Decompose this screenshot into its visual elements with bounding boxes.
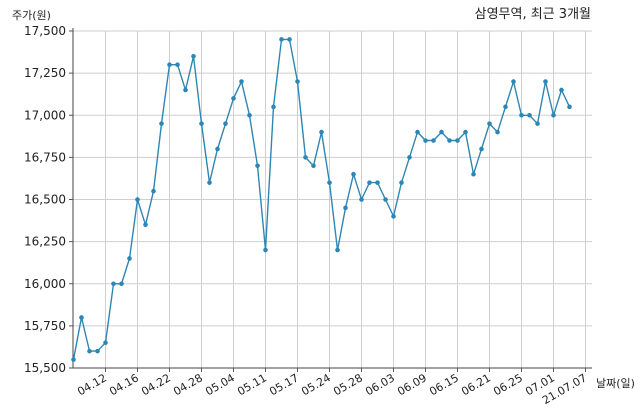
data-point — [407, 155, 412, 160]
data-point — [391, 214, 396, 219]
data-point — [111, 281, 116, 287]
data-point — [551, 112, 556, 118]
y-tick-label: 17,500 — [24, 24, 66, 38]
data-point — [175, 62, 180, 67]
data-point — [319, 129, 324, 135]
x-tick-label: 05.17 — [267, 371, 301, 398]
data-point — [135, 197, 140, 202]
data-point — [127, 256, 132, 261]
data-point — [543, 79, 548, 84]
data-point — [351, 171, 356, 177]
data-point — [479, 146, 484, 152]
data-point — [567, 104, 572, 110]
data-point — [431, 138, 436, 143]
x-tick-label: 05.24 — [299, 371, 333, 398]
y-tick-label: 16,000 — [24, 277, 66, 291]
data-point — [231, 96, 236, 101]
data-point — [495, 129, 500, 135]
x-tick-label: 05.11 — [235, 371, 269, 398]
data-point — [247, 112, 252, 118]
data-point — [167, 62, 172, 67]
data-point — [423, 138, 428, 143]
data-point — [463, 129, 468, 135]
x-tick-label: 06.25 — [491, 371, 525, 398]
data-point — [415, 129, 420, 135]
x-tick-label: 05.28 — [331, 371, 365, 398]
data-point — [295, 79, 300, 84]
x-tick-label: 06.21 — [459, 371, 493, 398]
data-point — [119, 281, 124, 287]
data-point — [287, 37, 292, 42]
x-axis-ticks: 04.1204.1604.2204.2805.0405.1105.1705.24… — [75, 368, 589, 407]
x-tick-label: 06.09 — [395, 371, 429, 398]
data-point — [223, 121, 228, 126]
data-point — [535, 121, 540, 126]
x-tick-label: 04.12 — [75, 371, 109, 398]
data-point — [303, 155, 308, 160]
data-point — [103, 340, 108, 346]
data-point — [87, 348, 92, 354]
x-tick-label: 04.28 — [171, 371, 205, 398]
chart-title: 삼영무역, 최근 3개월 — [475, 7, 591, 22]
data-point — [263, 247, 268, 253]
data-point — [367, 180, 372, 185]
y-tick-label: 15,750 — [24, 319, 66, 333]
data-point — [327, 180, 332, 185]
data-point — [439, 129, 444, 135]
y-tick-label: 15,500 — [24, 361, 66, 375]
series-group — [71, 37, 572, 362]
data-point — [519, 112, 524, 118]
data-point — [383, 197, 388, 202]
data-point — [471, 171, 476, 177]
x-tick-label: 05.04 — [203, 371, 237, 398]
data-point — [183, 87, 188, 93]
data-point — [271, 104, 276, 110]
data-point — [255, 163, 260, 169]
data-point — [79, 315, 84, 320]
data-point — [511, 79, 516, 84]
data-point — [527, 112, 532, 118]
x-axis-label: 날짜(일) — [596, 376, 635, 390]
data-point — [487, 121, 492, 126]
y-tick-label: 17,250 — [24, 66, 66, 80]
y-axis-label: 주가(원) — [12, 9, 51, 22]
data-point — [207, 180, 212, 185]
data-point — [95, 348, 100, 354]
x-tick-label: 06.03 — [363, 371, 397, 398]
data-point — [239, 79, 244, 84]
data-point — [151, 188, 156, 194]
y-tick-label: 16,750 — [24, 150, 66, 164]
axes — [72, 28, 592, 369]
data-point — [311, 163, 316, 169]
data-point — [399, 180, 404, 185]
data-point — [343, 205, 348, 211]
y-tick-label: 16,500 — [24, 193, 66, 207]
data-point — [359, 197, 364, 202]
data-point — [199, 121, 204, 126]
data-point — [559, 87, 564, 93]
x-tick-label: 04.22 — [139, 371, 173, 398]
data-point — [335, 247, 340, 253]
y-tick-label: 17,000 — [24, 108, 66, 122]
data-point — [215, 146, 220, 152]
data-point — [71, 357, 76, 362]
data-point — [143, 222, 148, 228]
x-tick-label: 04.16 — [107, 371, 141, 398]
data-point — [455, 138, 460, 143]
data-point — [375, 180, 380, 185]
data-point — [279, 37, 284, 42]
y-axis-ticks: 15,500 15,750 16,000 16,250 16,500 16,750 17,0… — [24, 24, 73, 375]
data-point — [159, 121, 164, 126]
data-point — [447, 138, 452, 143]
data-point — [191, 53, 196, 59]
data-point — [503, 104, 508, 110]
y-tick-label: 16,250 — [24, 235, 66, 249]
x-tick-label: 06.15 — [427, 371, 461, 398]
